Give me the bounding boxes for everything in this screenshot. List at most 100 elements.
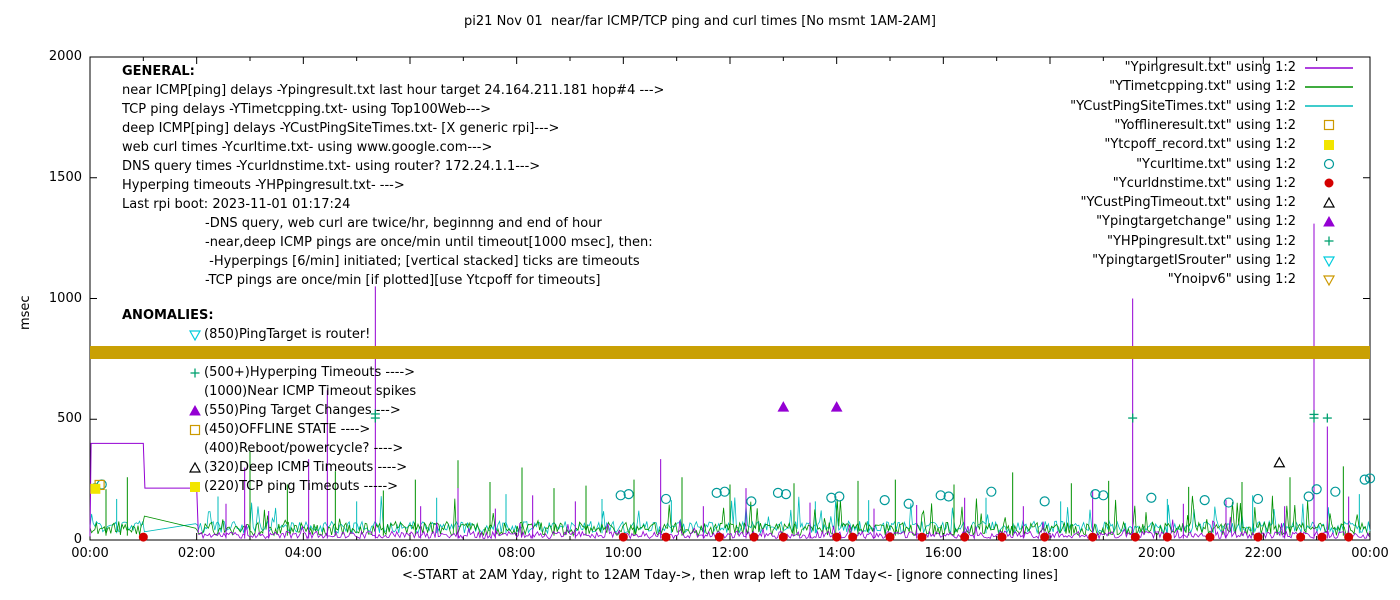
circle-filled-marker <box>1040 532 1050 542</box>
anomaly-marker-none <box>186 441 204 457</box>
x-tick-label: 16:00 <box>924 546 963 561</box>
circle-filled-marker <box>997 532 1007 542</box>
general-note-line: DNS query times -Ycurldnstime.txt- using… <box>122 159 541 174</box>
circle-open-marker <box>1364 473 1376 484</box>
y-tick-label: 1000 <box>48 290 82 306</box>
plus-marker <box>1322 413 1332 423</box>
plus-marker <box>370 409 380 419</box>
anomaly-item: (1000)Near ICMP Timeout spikes <box>186 382 416 401</box>
legend-item: "YHPpingresult.txt" using 1:2 <box>1107 232 1358 251</box>
legend-label: "YpingtargetISrouter" using 1:2 <box>1092 253 1296 268</box>
plus-marker <box>1324 236 1334 246</box>
anomaly-label: (400)Reboot/powercycle? ----> <box>204 441 404 456</box>
anomaly-label: (850)PingTarget is router! <box>204 327 371 342</box>
square-filled-marker <box>1324 139 1334 150</box>
legend-item: "Ycurltime.txt" using 1:2 <box>1136 155 1358 174</box>
circle-filled-marker <box>832 532 842 542</box>
anomaly-item: (550)Ping Target Changes ---> <box>186 401 401 420</box>
circle-open-marker <box>943 491 954 502</box>
x-tick-label: 08:00 <box>497 546 536 561</box>
anomalies-heading: ANOMALIES: <box>122 308 214 323</box>
circle-open-marker <box>879 495 890 506</box>
circle-filled-marker <box>714 532 724 542</box>
general-heading: GENERAL: <box>122 64 195 79</box>
circle-filled-marker <box>749 532 759 542</box>
legend-item: "YCustPingSiteTimes.txt" using 1:2 <box>1070 97 1358 116</box>
legend-item: "Ycurldnstime.txt" using 1:2 <box>1113 174 1358 193</box>
triangle-down-open-marker <box>1322 275 1336 287</box>
circle-open-marker <box>935 490 946 501</box>
circle-open-marker <box>772 487 784 499</box>
legend-label: "YCustPingSiteTimes.txt" using 1:2 <box>1070 98 1296 114</box>
legend-sample-line <box>1305 66 1353 69</box>
plus-icon <box>190 368 200 377</box>
x-tick-label: 12:00 <box>711 546 749 561</box>
legend-item: "Ynoipv6" using 1:2 <box>1168 270 1358 289</box>
y-tick-label: 0 <box>73 532 82 547</box>
x-tick-label: 04:00 <box>284 546 323 561</box>
circle-open-marker <box>1223 497 1234 508</box>
x-tick-label: 18:00 <box>1031 546 1069 561</box>
circle-filled-marker <box>885 532 895 542</box>
circle-open-marker <box>780 489 792 500</box>
circle-open-marker <box>660 493 672 505</box>
plus-marker <box>190 368 200 377</box>
legend-item: "YTimetcpping.txt" using 1:2 <box>1109 77 1358 96</box>
legend-label: "YHPpingresult.txt" using 1:2 <box>1107 233 1296 249</box>
legend-label: "Ycurltime.txt" using 1:2 <box>1136 156 1296 172</box>
circle-filled-marker <box>848 532 858 542</box>
anomaly-item: (400)Reboot/powercycle? ----> <box>186 439 403 458</box>
general-note-indented-line: -Hyperpings [6/min] initiated; [vertical… <box>205 254 640 269</box>
triangle-filled-marker <box>830 401 843 412</box>
square-open-icon <box>189 424 201 435</box>
circle-filled-marker <box>960 532 970 542</box>
y-tick-label: 2000 <box>48 49 82 64</box>
circle-filled-marker <box>138 532 148 542</box>
legend-label: "Ypingtargetchange" using 1:2 <box>1096 214 1296 230</box>
general-note-line: web curl times -Ycurltime.txt- using www… <box>122 140 493 155</box>
anomaly-marker-none <box>186 384 204 400</box>
circle-open-marker <box>986 486 997 497</box>
x-tick-label: 22:00 <box>1244 546 1283 561</box>
general-note-indented-line: -DNS query, web curl are twice/hr, begin… <box>205 216 602 231</box>
triangle-open-icon <box>188 461 202 473</box>
x-tick-label: 10:00 <box>604 546 643 561</box>
circle-open-marker <box>1098 490 1109 501</box>
circle-filled-marker <box>1162 532 1172 542</box>
legend-sample-square-open <box>1323 120 1335 131</box>
anomaly-label: (500+)Hyperping Timeouts ----> <box>204 365 416 380</box>
triangle-filled-marker <box>1323 215 1335 227</box>
anomaly-label: (550)Ping Target Changes ---> <box>204 403 401 418</box>
circle-open-marker <box>623 489 634 500</box>
Ypingresult.txt-segments <box>89 442 199 537</box>
circle-filled-marker <box>1205 532 1215 542</box>
circle-open-marker <box>1146 492 1157 503</box>
circle-filled-marker <box>661 532 671 542</box>
circle-filled-marker <box>1344 532 1354 542</box>
legend-sample-plus <box>1324 236 1334 246</box>
circle-filled-marker <box>1130 532 1140 542</box>
legend-item: "YpingtargetISrouter" using 1:2 <box>1092 251 1358 270</box>
general-note-line: Hyperping timeouts -YHPpingresult.txt- -… <box>122 178 405 193</box>
legend-sample-square-filled <box>1324 139 1334 150</box>
legend-label: "YTimetcpping.txt" using 1:2 <box>1109 79 1296 95</box>
square-open-marker <box>1323 120 1335 131</box>
circle-filled-marker <box>618 532 628 542</box>
anomaly-item: (220)TCP ping Timeouts -----> <box>186 477 398 496</box>
circle-open-marker <box>711 487 722 499</box>
x-tick-label: 20:00 <box>1137 546 1176 561</box>
x-tick-label: 14:00 <box>817 546 856 561</box>
legend-sample-circle-filled <box>1324 178 1334 188</box>
circle-open-marker <box>1330 486 1341 497</box>
circle-filled-marker <box>1317 532 1327 542</box>
legend-sample-line <box>1305 105 1353 107</box>
YTimetcpping.txt-noise <box>89 495 1371 537</box>
legend-label: "Ynoipv6" using 1:2 <box>1167 272 1296 288</box>
legend-sample-triangle-down-open <box>1322 275 1336 287</box>
circle-filled-marker <box>917 532 927 542</box>
circle-open-marker <box>1090 489 1101 500</box>
square-filled-marker <box>190 481 200 492</box>
legend-item: "Ypingresult.txt" using 1:2 <box>1125 58 1358 77</box>
circle-filled-marker <box>1253 532 1263 542</box>
